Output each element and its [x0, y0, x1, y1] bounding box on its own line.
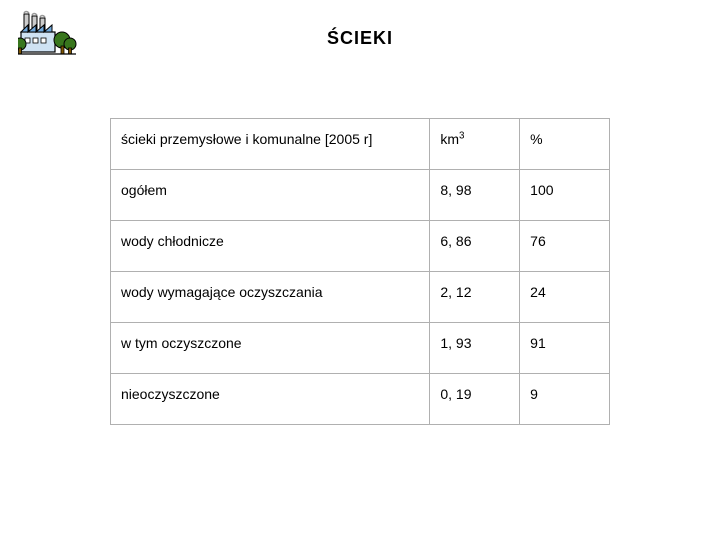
cell-pct: 24	[520, 272, 610, 323]
table-row: w tym oczyszczone 1, 93 91	[111, 323, 610, 374]
cell-km: 2, 12	[430, 272, 520, 323]
cell-label: ogółem	[111, 170, 430, 221]
cell-pct: 9	[520, 374, 610, 425]
cell-km: 0, 19	[430, 374, 520, 425]
table-row: wody chłodnicze 6, 86 76	[111, 221, 610, 272]
cell-km: 1, 93	[430, 323, 520, 374]
cell-pct: 91	[520, 323, 610, 374]
table-row: wody wymagające oczyszczania 2, 12 24	[111, 272, 610, 323]
header: ŚCIEKI	[0, 10, 720, 60]
table-row: nieoczyszczone 0, 19 9	[111, 374, 610, 425]
cell-km: 6, 86	[430, 221, 520, 272]
cell-label: wody wymagające oczyszczania	[111, 272, 430, 323]
header-pct: %	[520, 119, 610, 170]
header-km: km3	[430, 119, 520, 170]
cell-km: 8, 98	[430, 170, 520, 221]
cell-pct: 100	[520, 170, 610, 221]
cell-label: wody chłodnicze	[111, 221, 430, 272]
table-row: ogółem 8, 98 100	[111, 170, 610, 221]
data-table: ścieki przemysłowe i komunalne [2005 r] …	[110, 118, 610, 425]
cell-pct: 76	[520, 221, 610, 272]
cell-label: nieoczyszczone	[111, 374, 430, 425]
cell-label: w tym oczyszczone	[111, 323, 430, 374]
page-title: ŚCIEKI	[0, 28, 720, 49]
table-header-row: ścieki przemysłowe i komunalne [2005 r] …	[111, 119, 610, 170]
header-label: ścieki przemysłowe i komunalne [2005 r]	[111, 119, 430, 170]
